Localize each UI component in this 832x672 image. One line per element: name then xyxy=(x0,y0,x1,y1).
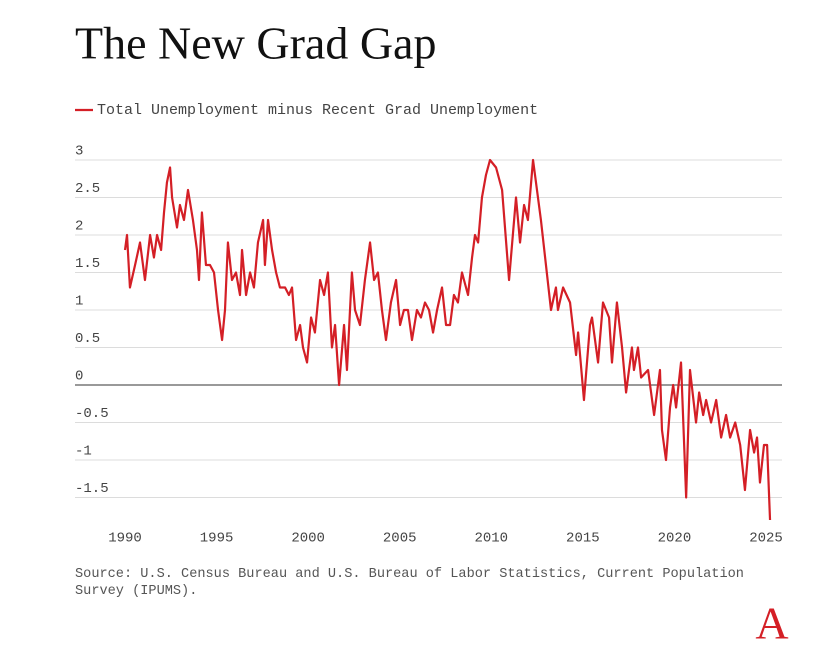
x-tick-label: 2000 xyxy=(291,531,325,547)
data-line xyxy=(123,158,772,521)
y-tick-label: 1 xyxy=(75,294,83,310)
y-tick-label: 0.5 xyxy=(75,331,100,347)
x-tick-label: 1990 xyxy=(108,531,142,547)
y-tick-label: 3 xyxy=(75,144,83,160)
x-tick-label: 2015 xyxy=(566,531,600,547)
y-tick-label: -1.5 xyxy=(75,481,109,497)
x-tick-label: 1995 xyxy=(200,531,234,547)
x-tick-label: 2005 xyxy=(383,531,417,547)
logo: A xyxy=(755,598,788,649)
y-tick-label: 0 xyxy=(75,369,83,385)
y-tick-label: 2 xyxy=(75,219,83,235)
y-tick-label: -1 xyxy=(75,444,92,460)
x-tick-label: 2010 xyxy=(474,531,508,547)
legend-label: Total Unemployment minus Recent Grad Une… xyxy=(97,102,538,119)
x-tick-label: 2025 xyxy=(749,531,783,547)
y-tick-label: 1.5 xyxy=(75,256,100,272)
source-note: Source: U.S. Census Bureau and U.S. Bure… xyxy=(75,567,744,599)
chart-title: The New Grad Gap xyxy=(75,18,436,69)
x-tick-label: 2020 xyxy=(658,531,692,547)
y-tick-label: 2.5 xyxy=(75,181,100,197)
y-tick-label: -0.5 xyxy=(75,406,109,422)
